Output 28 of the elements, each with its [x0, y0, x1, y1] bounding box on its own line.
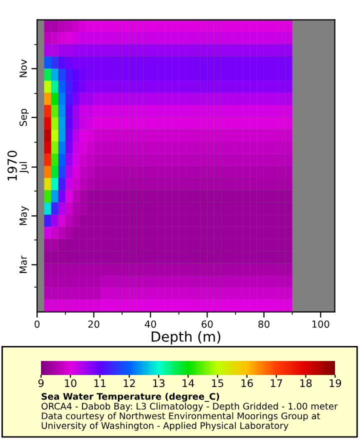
color-bar-label: 14	[182, 379, 194, 387]
text: University of Washington - Applied Physical Laboratory	[42, 422, 288, 431]
x-axis-title: Depth (m)	[152, 331, 220, 345]
color-bar-label: 19	[330, 379, 342, 388]
text: ORCA4 - Dabob Bay: L3 Climatology - Depth Gridded - 1.00 meter	[42, 402, 338, 412]
text: Data courtesy of Northwest Environmental Moorings Group at	[42, 412, 320, 422]
y-axis-title: 1970	[7, 150, 17, 180]
x-tick-label: 40	[144, 320, 156, 328]
x-tick-label: 80	[258, 320, 270, 328]
color-bar-label: 12	[124, 379, 135, 387]
x-tick-label: 60	[202, 320, 213, 328]
y-tick-label: Nov	[20, 59, 27, 78]
y-tick-label: May	[20, 206, 29, 226]
color-bar-label: 18	[300, 379, 312, 388]
color-bar-label: 15	[212, 379, 224, 388]
color-bar-label: 17	[270, 379, 282, 387]
color-bar-label: 16	[241, 379, 253, 388]
color-bar-label: 10	[64, 379, 76, 388]
color-bar-label: 11	[94, 379, 106, 387]
y-tick-label: Sep	[20, 108, 29, 126]
x-tick-label: 20	[88, 320, 100, 328]
color-bar-label: 13	[153, 379, 164, 388]
y-tick-label: Jul	[19, 162, 29, 174]
y-tick-label: Mar	[20, 256, 27, 273]
color-bar-label: 9	[38, 379, 44, 388]
x-tick-label: 100	[312, 320, 330, 328]
color-bar-title: Sea Water Temperature (degree_C)	[42, 392, 220, 402]
x-tick-label: 0	[34, 320, 40, 328]
